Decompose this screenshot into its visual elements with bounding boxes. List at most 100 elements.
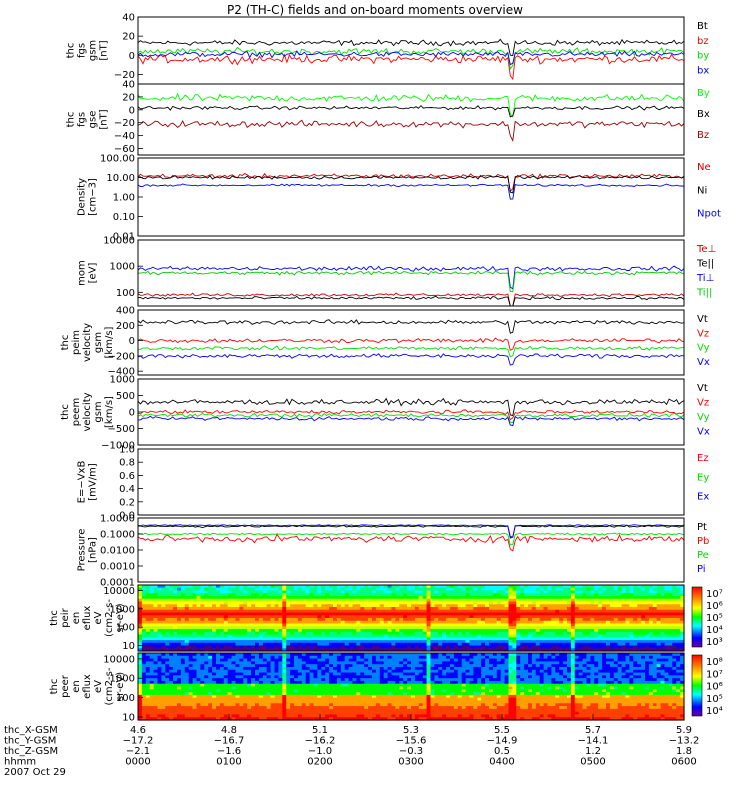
heatmap-cell	[231, 708, 237, 713]
heatmap-cell	[563, 642, 568, 647]
heatmap-cell	[457, 629, 463, 633]
heatmap-cell	[668, 626, 673, 630]
heatmap-cell	[305, 620, 311, 625]
heatmap-cell	[145, 700, 151, 704]
heatmap-cell	[461, 629, 467, 633]
heatmap-cell	[223, 653, 229, 657]
heatmap-cell	[208, 640, 213, 644]
heatmap-cell	[239, 700, 244, 704]
heatmap-cell	[414, 609, 420, 614]
heatmap-cell	[391, 634, 396, 638]
heatmap-cell	[255, 708, 260, 713]
heatmap-cell	[290, 717, 295, 721]
heatmap-cell	[602, 615, 607, 619]
heatmap-cell	[438, 607, 443, 611]
heatmap-cell	[177, 692, 182, 696]
series-line-0	[137, 292, 685, 307]
heatmap-cell	[528, 640, 533, 644]
heatmap-cell	[395, 598, 400, 603]
heatmap-cell	[329, 678, 334, 682]
heatmap-cell	[422, 634, 428, 638]
heatmap-cell	[278, 629, 283, 633]
heatmap-cell	[321, 717, 326, 721]
heatmap-cell	[368, 711, 373, 716]
heatmap-cell	[336, 634, 342, 638]
heatmap-cell	[676, 590, 681, 594]
heatmap-cell	[606, 618, 611, 622]
heatmap-cell	[430, 637, 435, 641]
heatmap-cell	[641, 593, 646, 597]
heatmap-cell	[317, 587, 322, 592]
heatmap-cell	[157, 714, 162, 718]
heatmap-cell	[235, 585, 240, 589]
heatmap-cell	[368, 631, 373, 636]
heatmap-cell	[317, 648, 322, 652]
heatmap-cell	[321, 648, 326, 652]
heatmap-cell	[149, 596, 155, 600]
heatmap-cell	[231, 590, 237, 594]
ytick-label: 400	[116, 306, 135, 317]
ytick-label: 20	[122, 32, 135, 43]
heatmap-cell	[301, 714, 307, 718]
heatmap-cell	[637, 612, 642, 616]
heatmap-cell	[590, 634, 595, 638]
heatmap-cell	[457, 615, 463, 619]
heatmap-cell	[414, 626, 420, 630]
heatmap-cell	[407, 634, 412, 638]
heatmap-cell	[461, 609, 467, 614]
heatmap-cell	[563, 618, 568, 622]
heatmap-cell	[496, 593, 502, 597]
heatmap-cell	[286, 697, 291, 702]
heatmap-cell	[196, 612, 201, 616]
heatmap-cell	[325, 672, 330, 676]
heatmap-cell	[469, 612, 474, 616]
heatmap-cell	[664, 598, 669, 603]
heatmap-cell	[422, 601, 428, 605]
heatmap-cell	[255, 661, 260, 665]
heatmap-cell	[223, 692, 229, 696]
heatmap-cell	[469, 598, 474, 603]
heatmap-cell	[574, 601, 580, 605]
heatmap-cell	[368, 678, 373, 682]
heatmap-cell	[434, 648, 439, 652]
heatmap-cell	[196, 648, 201, 652]
heatmap-cell	[547, 637, 552, 641]
heatmap-cell	[141, 598, 147, 603]
heatmap-cell	[325, 626, 330, 630]
heatmap-cell	[173, 590, 178, 594]
heatmap-cell	[208, 675, 213, 679]
heatmap-cell	[231, 694, 237, 699]
heatmap-cell	[609, 629, 615, 633]
heatmap-cell	[516, 631, 521, 636]
heatmap-cell	[570, 601, 576, 605]
heatmap-cell	[344, 672, 350, 676]
heatmap-cell	[321, 697, 326, 702]
heatmap-cell	[153, 585, 159, 589]
heatmap-cell	[161, 666, 166, 671]
heatmap-cell	[336, 706, 342, 710]
heatmap-cell	[243, 680, 248, 685]
heatmap-cell	[668, 618, 673, 622]
heatmap-cell	[375, 609, 381, 614]
heatmap-cell	[368, 601, 373, 605]
heatmap-cell	[231, 609, 237, 614]
heatmap-cell	[414, 585, 420, 589]
heatmap-cell	[219, 697, 225, 702]
heatmap-cell	[414, 648, 420, 652]
heatmap-cell	[656, 590, 662, 594]
heatmap-cell	[606, 637, 611, 641]
heatmap-cell	[196, 634, 201, 638]
heatmap-cell	[262, 700, 268, 704]
heatmap-cell	[481, 640, 486, 644]
heatmap-cell	[418, 631, 424, 636]
heatmap-cell	[567, 604, 572, 608]
heatmap-cell	[305, 645, 311, 649]
heatmap-cell	[344, 666, 350, 671]
heatmap-cell	[196, 678, 201, 682]
heatmap-cell	[239, 669, 244, 674]
heatmap-cell	[286, 708, 291, 713]
heatmap-cell	[578, 623, 584, 627]
heatmap-cell	[594, 615, 599, 619]
heatmap-cell	[219, 640, 225, 644]
heatmap-cell	[668, 585, 673, 589]
